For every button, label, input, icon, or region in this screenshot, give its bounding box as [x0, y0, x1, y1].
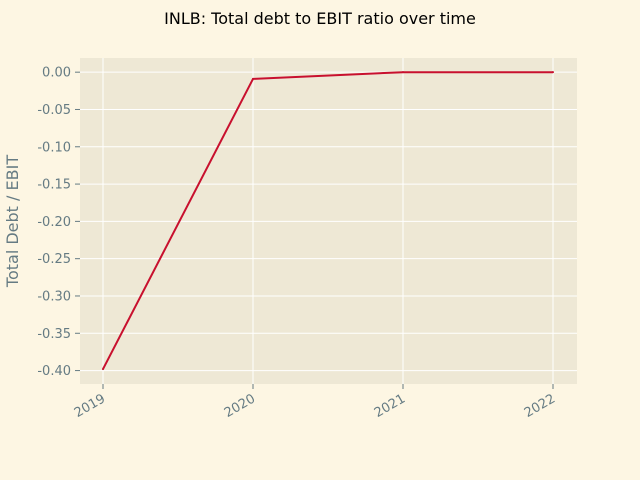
y-tick-label: -0.40 — [37, 364, 71, 379]
series-group — [102, 71, 554, 371]
x-tick-label: 2019 — [72, 391, 108, 421]
y-tick-label: -0.35 — [37, 327, 71, 342]
x-tick-label: 2022 — [522, 391, 558, 421]
series-line — [102, 71, 553, 370]
y-tick-label: -0.05 — [37, 103, 71, 118]
y-tick-label: -0.10 — [37, 140, 71, 155]
y-tick-label: -0.15 — [37, 178, 71, 193]
y-tick-label: -0.20 — [37, 215, 71, 230]
y-tick-label: -0.30 — [37, 289, 71, 304]
data-point — [252, 77, 254, 80]
y-tick-label: 0.00 — [42, 66, 71, 81]
x-tick-label: 2021 — [372, 391, 408, 421]
grid — [80, 58, 577, 384]
y-axis-label: Total Debt / EBIT — [3, 155, 22, 288]
x-tick-label: 2020 — [222, 391, 258, 421]
chart-title: INLB: Total debt to EBIT ratio over time — [164, 9, 476, 28]
y-tick-label: -0.25 — [37, 252, 71, 267]
data-point — [402, 71, 404, 74]
data-point — [102, 368, 104, 371]
data-point — [552, 71, 554, 74]
